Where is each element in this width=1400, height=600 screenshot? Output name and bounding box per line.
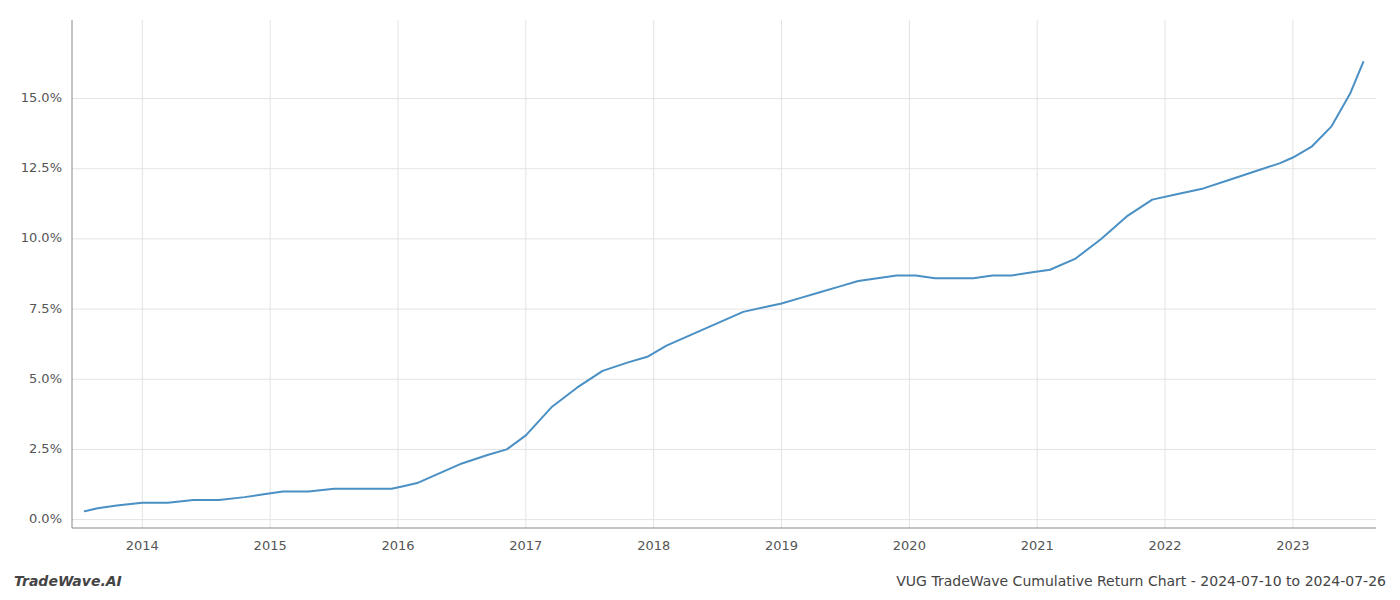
chart-title: VUG TradeWave Cumulative Return Chart - … (896, 573, 1386, 589)
x-grid-line (909, 20, 910, 528)
x-grid-line (1037, 20, 1038, 528)
chart: 0.0% 2.5% 5.0% 7.5% 10.0% 12.5% 15.0% 2014 2015 2… (0, 0, 1400, 600)
x-grid-line (270, 20, 271, 528)
y-grid-line (72, 238, 1376, 239)
x-tick-label: 2018 (637, 538, 670, 553)
y-grid-line (72, 449, 1376, 450)
x-tick-label: 2016 (381, 538, 414, 553)
y-grid-line (72, 309, 1376, 310)
y-tick-label: 12.5% (21, 160, 62, 175)
y-tick-label: 5.0% (29, 371, 62, 386)
x-grid-line (1165, 20, 1166, 528)
x-tick-label: 2020 (893, 538, 926, 553)
series-line (85, 62, 1363, 511)
y-tick-label: 7.5% (29, 301, 62, 316)
x-tick-label: 2015 (254, 538, 287, 553)
y-axis-line (72, 20, 73, 528)
y-tick-label: 2.5% (29, 441, 62, 456)
x-grid-line (142, 20, 143, 528)
x-grid-line (1292, 20, 1293, 528)
y-grid-line (72, 519, 1376, 520)
x-tick-label: 2023 (1276, 538, 1309, 553)
tick-labels: 0.0% 2.5% 5.0% 7.5% 10.0% 12.5% 15.0% 2014 2015 2… (21, 90, 1310, 553)
y-grid-line (72, 98, 1376, 99)
x-grid-line (781, 20, 782, 528)
x-grid-line (525, 20, 526, 528)
x-tick-label: 2017 (509, 538, 542, 553)
footer-brand: TradeWave.AI (14, 573, 122, 589)
x-grid-line (398, 20, 399, 528)
y-grid-line (72, 168, 1376, 169)
page: {"chart_data": { "type": "line", "title"… (0, 0, 1400, 600)
x-grid-line (653, 20, 654, 528)
y-tick-label: 10.0% (21, 230, 62, 245)
y-tick-label: 0.0% (29, 511, 62, 526)
x-tick-label: 2014 (126, 538, 159, 553)
y-tick-label: 15.0% (21, 90, 62, 105)
x-tick-label: 2019 (765, 538, 798, 553)
grid (72, 20, 1376, 528)
series-group (85, 62, 1363, 511)
y-grid-line (72, 379, 1376, 380)
x-tick-label: 2022 (1149, 538, 1182, 553)
x-axis-line (72, 528, 1376, 529)
x-tick-label: 2021 (1021, 538, 1054, 553)
